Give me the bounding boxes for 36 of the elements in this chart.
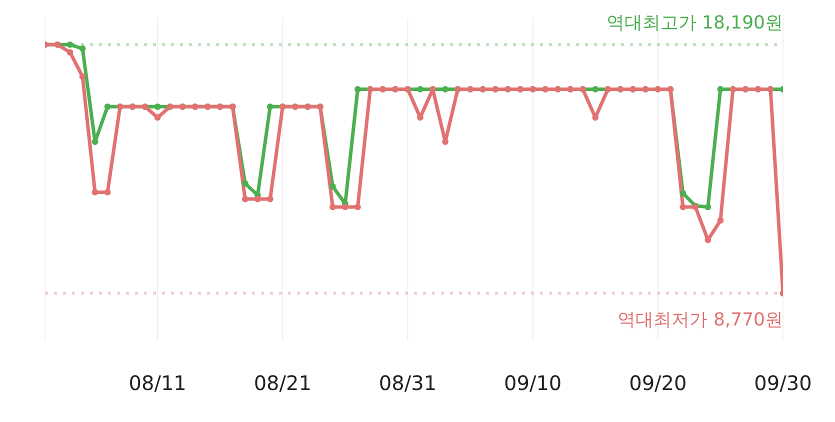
point	[342, 204, 348, 210]
point	[66, 41, 74, 48]
point	[154, 114, 161, 121]
x-tick-label: 09/30	[754, 371, 812, 396]
point	[442, 86, 448, 92]
point	[329, 183, 336, 190]
point	[66, 49, 74, 56]
point	[254, 196, 261, 202]
point	[79, 73, 86, 80]
x-tick-label: 08/31	[378, 371, 437, 396]
point	[242, 180, 248, 187]
x-tick-label: 09/20	[629, 371, 687, 396]
point	[680, 190, 686, 196]
point	[154, 103, 161, 110]
ref-line-label: 역대최저가 8,770원	[618, 309, 783, 330]
point	[92, 138, 98, 145]
point	[717, 86, 724, 92]
point	[104, 188, 111, 196]
point	[329, 204, 336, 210]
point	[417, 86, 424, 92]
point	[266, 196, 274, 202]
point	[266, 103, 274, 110]
point	[79, 45, 86, 52]
point	[717, 217, 724, 224]
x-tick-label: 08/11	[128, 371, 186, 396]
x-tick-label: 09/10	[504, 371, 562, 396]
point	[242, 196, 248, 202]
point	[104, 103, 111, 110]
point	[354, 204, 361, 210]
x-tick-label: 08/21	[254, 371, 312, 396]
point	[680, 204, 686, 210]
point	[592, 86, 599, 92]
point	[92, 188, 98, 196]
ref-line-label: 역대최고가 18,190원	[606, 12, 783, 34]
point	[704, 204, 712, 210]
point	[354, 86, 361, 92]
